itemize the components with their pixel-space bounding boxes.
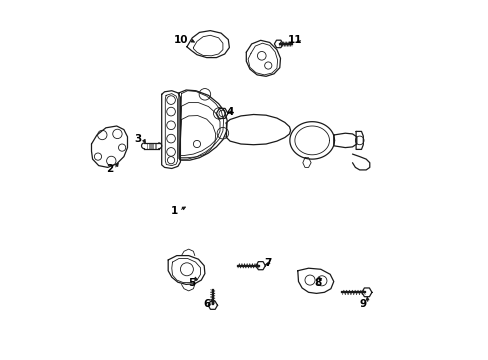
Text: 3: 3 — [134, 134, 142, 144]
Text: 4: 4 — [226, 107, 233, 117]
Text: 10: 10 — [174, 35, 188, 45]
Text: 1: 1 — [170, 206, 178, 216]
Text: 6: 6 — [203, 299, 210, 309]
Text: 9: 9 — [359, 299, 366, 309]
Text: 11: 11 — [287, 35, 302, 45]
Text: 2: 2 — [105, 164, 113, 174]
Text: 8: 8 — [314, 278, 321, 288]
Text: 5: 5 — [188, 278, 196, 288]
Text: 7: 7 — [264, 258, 271, 268]
